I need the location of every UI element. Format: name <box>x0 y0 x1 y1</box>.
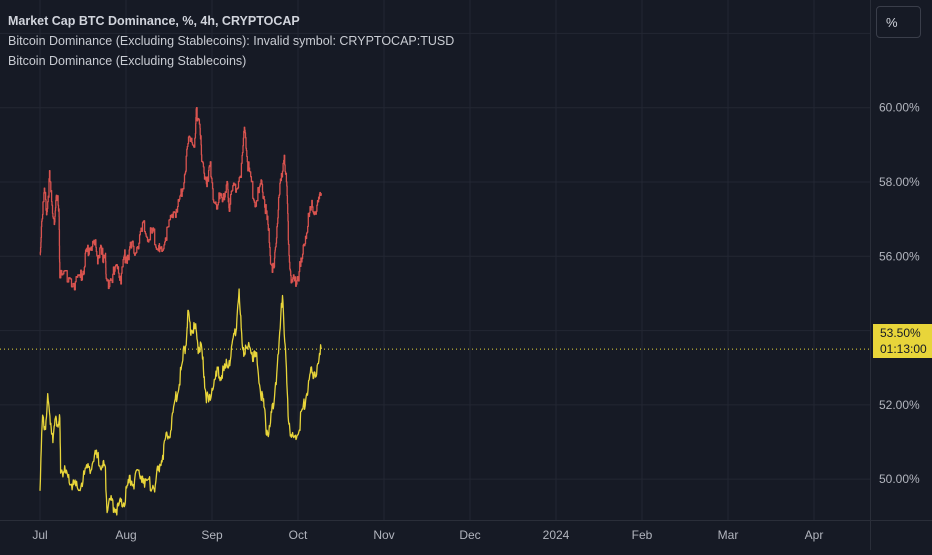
legend-line-error[interactable]: Bitcoin Dominance (Excluding Stablecoins… <box>8 34 455 48</box>
x-tick-label: Aug <box>115 528 136 542</box>
series-line-1 <box>39 288 322 516</box>
x-tick-label: Dec <box>459 528 480 542</box>
y-tick-label: 50.00% <box>879 472 920 486</box>
y-tick-label: 52.00% <box>879 398 920 412</box>
x-tick-label: Mar <box>718 528 739 542</box>
scale-toggle-label: % <box>886 14 898 30</box>
x-tick-label: Oct <box>289 528 308 542</box>
x-tick-label: Feb <box>632 528 653 542</box>
x-tick-label: Jul <box>32 528 47 542</box>
y-tick-label: 60.00% <box>879 101 920 115</box>
legend-title[interactable]: Market Cap BTC Dominance, %, 4h, CRYPTOC… <box>8 14 300 28</box>
y-tick-label: 58.00% <box>879 175 920 189</box>
price-label-box <box>873 324 932 358</box>
y-tick-label: 56.00% <box>879 249 920 263</box>
chart-legend: Market Cap BTC Dominance, %, 4h, CRYPTOC… <box>8 11 454 71</box>
price-label-layer: 53.50% 01:13:00 <box>873 324 932 358</box>
x-tick-label: 2024 <box>543 528 570 542</box>
scale-toggle-button[interactable]: % <box>876 6 921 38</box>
price-label-value: 53.50% <box>880 326 921 340</box>
x-axis[interactable]: Jul Aug Sep Oct Nov Dec 2024 Feb Mar Apr <box>32 528 823 542</box>
price-label-countdown: 01:13:00 <box>880 342 927 356</box>
series-layer <box>39 107 322 516</box>
x-tick-label: Nov <box>373 528 394 542</box>
y-axis[interactable]: 62.00%60.00%58.00%56.00%54.00%52.00%50.0… <box>879 26 920 486</box>
x-tick-label: Apr <box>805 528 824 542</box>
x-tick-label: Sep <box>201 528 223 542</box>
legend-line-series[interactable]: Bitcoin Dominance (Excluding Stablecoins… <box>8 54 247 68</box>
series-line-0 <box>39 107 322 291</box>
